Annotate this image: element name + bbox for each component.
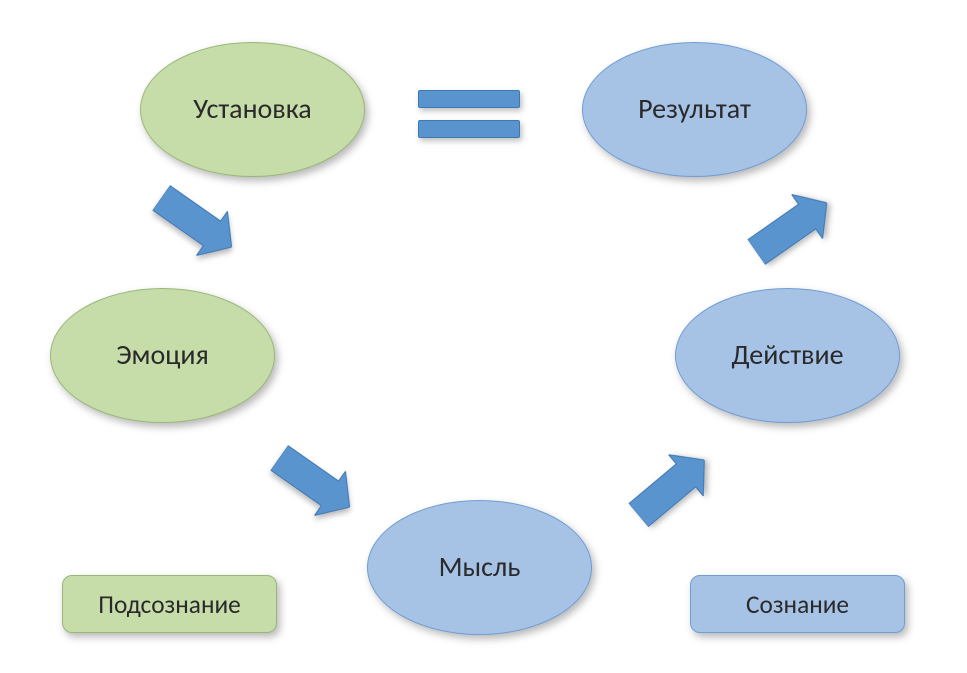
equals-bar-0	[418, 90, 520, 108]
arrow-emociya-mysl	[261, 436, 365, 534]
node-mysl-label: Мысль	[439, 552, 521, 583]
arrow-mysl-deystvie	[621, 439, 725, 539]
node-soznanie-label: Сознание	[746, 589, 849, 620]
node-ustanovka: Установка	[140, 42, 365, 177]
node-deystvie-label: Действие	[731, 340, 843, 371]
node-emociya: Эмоция	[50, 288, 275, 423]
node-podsoznanie: Подсознание	[62, 575, 277, 633]
arrow-ustanovka-emociya	[143, 176, 247, 274]
node-rezultat-label: Результат	[638, 94, 751, 125]
node-ustanovka-label: Установка	[193, 94, 311, 125]
node-rezultat: Результат	[582, 42, 807, 177]
equals-icon	[418, 90, 520, 138]
arrow-deystvie-rezultat	[741, 181, 845, 279]
node-emociya-label: Эмоция	[116, 340, 209, 371]
node-soznanie: Сознание	[690, 575, 905, 633]
node-podsoznanie-label: Подсознание	[98, 589, 241, 620]
equals-bar-1	[418, 120, 520, 138]
node-deystvie: Действие	[675, 288, 900, 423]
node-mysl: Мысль	[367, 500, 592, 635]
